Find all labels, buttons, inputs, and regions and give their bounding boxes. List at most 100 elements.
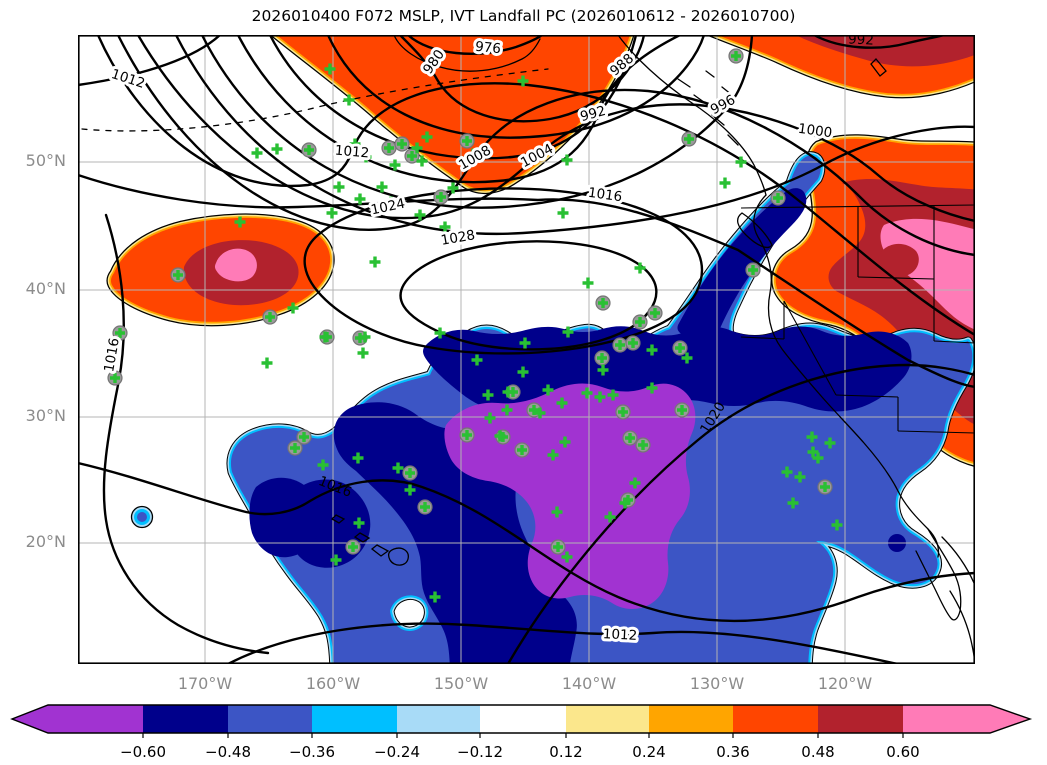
green-plus-icon xyxy=(467,148,479,160)
green-plus-icon xyxy=(675,343,685,353)
green-plus-icon xyxy=(333,181,345,193)
mslp-contour-line xyxy=(303,187,704,355)
green-plus-icon xyxy=(354,193,366,205)
green-plus-icon xyxy=(462,136,472,146)
fill-topright-firebrick xyxy=(795,35,975,67)
state-border xyxy=(897,430,975,434)
colorbar-segment xyxy=(818,705,903,733)
colorbar-tick-label: −0.24 xyxy=(374,743,420,761)
mslp-contour-label: 992 xyxy=(848,35,875,49)
green-plus-icon xyxy=(287,302,299,314)
chart-title: 2026010400 F072 MSLP, IVT Landfall PC (2… xyxy=(251,7,796,25)
green-plus-icon xyxy=(628,338,638,348)
y-tick-label: 20°N xyxy=(25,532,66,551)
green-plus-icon xyxy=(462,430,472,440)
green-plus-icon xyxy=(562,326,574,338)
green-plus-icon xyxy=(484,412,496,424)
x-tick-label: 120°W xyxy=(817,674,873,693)
green-plus-icon xyxy=(820,482,830,492)
green-plus-icon xyxy=(304,145,314,155)
green-plus-icon xyxy=(794,471,806,483)
coast-hawaii xyxy=(330,514,409,566)
colorbar-segment xyxy=(903,705,1030,733)
colorbar-segment xyxy=(143,705,228,733)
mslp-contour-line xyxy=(116,35,975,257)
green-plus-icon xyxy=(556,397,568,409)
green-plus-icon xyxy=(501,404,513,416)
green-plus-icon xyxy=(414,209,426,221)
green-plus-icon xyxy=(389,159,401,171)
colorbar-tick-label: −0.36 xyxy=(289,743,335,761)
mslp-contour-line xyxy=(102,213,270,655)
x-tick-label: 170°W xyxy=(177,674,233,693)
green-plus-icon xyxy=(397,139,407,149)
green-plus-icon xyxy=(349,138,361,150)
green-plus-icon xyxy=(581,387,593,399)
green-plus-icon xyxy=(517,445,527,455)
mslp-contour-label: 1024 xyxy=(370,196,407,219)
green-plus-icon xyxy=(420,502,430,512)
colorbar-segment xyxy=(397,705,480,733)
mslp-contour-label: 976 xyxy=(474,39,501,58)
green-plus-icon xyxy=(650,308,660,318)
green-plus-icon xyxy=(806,431,818,443)
green-plus-icon xyxy=(561,154,573,166)
green-plus-icon xyxy=(517,366,529,378)
green-plus-icon xyxy=(551,506,563,518)
colorbar-tick-label: 0.12 xyxy=(549,743,582,761)
coast-alaska-west xyxy=(393,35,541,72)
mslp-contour-line xyxy=(78,173,975,389)
green-plus-icon xyxy=(559,436,571,448)
green-plus-icon xyxy=(360,151,372,163)
colorbar-tick-label: −0.48 xyxy=(205,743,251,761)
green-plus-icon xyxy=(619,497,631,509)
green-plus-icon xyxy=(261,357,273,369)
green-plus-icon xyxy=(731,51,741,61)
green-plus-icon xyxy=(502,386,514,398)
green-plus-icon xyxy=(553,542,563,552)
colorbar: −0.60 −0.48 −0.36 −0.24 −0.12 0.12 0.24 0.36 0.4… xyxy=(10,704,1033,761)
green-plus-icon xyxy=(290,443,300,453)
green-plus-icon xyxy=(384,143,394,153)
green-plus-icon xyxy=(677,405,687,415)
green-plus-icon xyxy=(681,352,693,364)
fill-west-blob-pink xyxy=(214,248,257,282)
mslp-contour-line xyxy=(506,363,975,664)
fill-pink-inner-firebrick xyxy=(878,243,919,277)
x-tick-label: 130°W xyxy=(689,674,745,693)
mslp-contour-line xyxy=(174,35,975,236)
state-border xyxy=(857,276,935,280)
green-plus-icon xyxy=(434,327,446,339)
green-plus-icon xyxy=(807,446,819,458)
colorbar-tick-label: −0.60 xyxy=(120,743,166,761)
colorbar-segment xyxy=(733,705,818,733)
green-plus-icon xyxy=(359,331,371,343)
green-plus-icon xyxy=(519,337,531,349)
coast-vancouver-island xyxy=(736,212,773,249)
x-tick-label: 150°W xyxy=(433,674,489,693)
green-plus-icon xyxy=(421,131,433,143)
green-plus-icon xyxy=(812,452,824,464)
mslp-contour-label: 1000 xyxy=(797,121,833,142)
fill-navy-south-column xyxy=(478,580,577,664)
green-plus-icon xyxy=(407,151,417,161)
state-border xyxy=(835,394,899,398)
green-plus-icon xyxy=(597,364,609,376)
green-plus-icon xyxy=(369,256,381,268)
green-plus-icon xyxy=(439,221,451,233)
fill-navy-west-lobe xyxy=(249,477,322,558)
green-plus-icon xyxy=(615,340,625,350)
green-plus-icon xyxy=(517,75,529,87)
mslp-contour-line xyxy=(406,35,544,55)
y-tick-label: 40°N xyxy=(25,279,66,298)
mslp-contour-line xyxy=(78,461,975,623)
green-plus-icon xyxy=(781,466,793,478)
coast-mexico xyxy=(949,590,975,664)
green-plus-icon xyxy=(251,147,263,159)
green-plus-icon xyxy=(582,277,594,289)
green-plus-icon xyxy=(787,497,799,509)
x-tick-label: 160°W xyxy=(305,674,361,693)
green-plus-icon xyxy=(343,94,355,106)
